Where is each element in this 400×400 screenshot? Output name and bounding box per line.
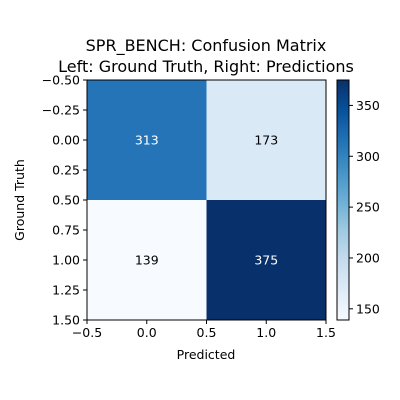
x-axis-label: Predicted [177,347,236,362]
y-tick-label: 0.50 [52,193,80,208]
y-axis-label: Ground Truth [12,159,27,241]
x-tick-label: 0.0 [137,325,157,340]
x-tick-label: 1.5 [316,325,336,340]
colorbar-tick-label: 150 [356,301,380,316]
y-tick-label: −0.50 [42,73,80,88]
chart-title: SPR_BENCH: Confusion Matrix [86,36,327,56]
heatmap-cells [87,80,326,320]
y-tick-label: −0.25 [42,103,80,118]
colorbar-tick-label: 250 [356,200,380,215]
heatmap-cell-0-1 [206,80,326,200]
y-tick-label: 0.75 [52,223,80,238]
y-tick-label: 0.25 [52,163,80,178]
y-tick-label: 1.25 [52,283,80,298]
cell-value-0-0: 313 [135,133,159,148]
y-tick-label: 0.00 [52,133,80,148]
cell-value-0-1: 173 [254,133,278,148]
cell-value-1-1: 375 [254,253,278,268]
y-tick-label: 1.00 [52,253,80,268]
heatmap-cell-0-0 [87,80,207,200]
colorbar-tick-label: 200 [356,250,380,265]
x-tick-label: 1.0 [256,325,276,340]
y-axis-ticks: −0.50 −0.25 0.00 0.25 0.50 0.75 1.00 1.25 1.50 [42,73,87,328]
y-tick-label: 1.50 [52,313,80,328]
x-tick-label: −0.5 [72,325,102,340]
chart-subtitle: Left: Ground Truth, Right: Predictions [58,57,354,76]
heatmap-cell-1-1 [206,200,326,320]
x-tick-label: 0.5 [197,325,217,340]
cell-value-1-0: 139 [135,253,159,268]
colorbar-tick-label: 350 [356,98,380,113]
colorbar-ticks: 150 200 250 300 350 [349,98,380,316]
colorbar-tick-label: 300 [356,149,380,164]
heatmap-cell-1-0 [87,200,207,320]
colorbar [336,79,350,321]
heatmap-cell-labels: 313 173 139 375 [135,133,278,268]
x-axis-ticks: −0.5 0.0 0.5 1.0 1.5 [72,320,336,340]
